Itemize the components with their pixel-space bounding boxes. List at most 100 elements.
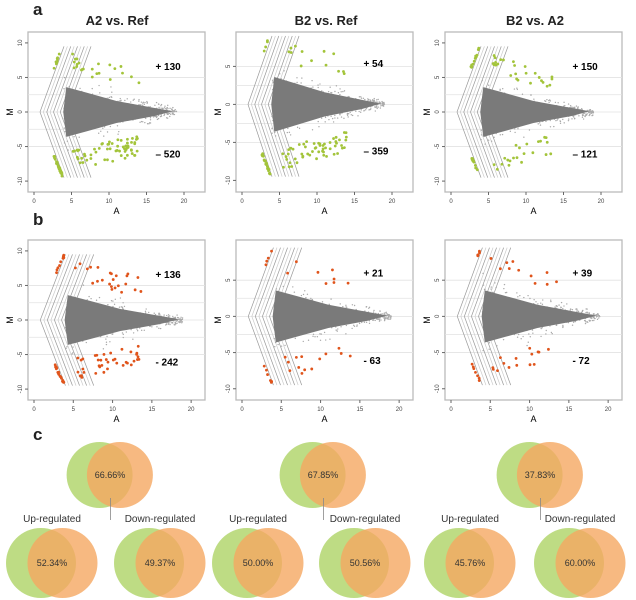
cloud-point — [311, 79, 313, 82]
down-regulated-point — [135, 149, 139, 153]
cloud-point — [172, 113, 174, 116]
up-regulated-point — [541, 80, 545, 84]
y-tick-label: -5 — [226, 349, 232, 355]
cloud-point — [331, 117, 334, 120]
venn-right-circle — [233, 528, 304, 598]
cloud-point — [387, 316, 390, 319]
cloud-point — [496, 345, 498, 347]
streak-line — [59, 111, 85, 178]
up-regulated-point — [507, 267, 511, 270]
down-regulated-point — [499, 356, 502, 360]
cloud-point — [365, 321, 368, 324]
cloud-point — [583, 319, 586, 322]
cloud-point — [574, 106, 576, 108]
venn-overlap-percent: 52.34% — [37, 558, 68, 568]
up-regulated-point — [121, 71, 124, 75]
cloud-point — [384, 318, 386, 320]
cloud-point — [368, 322, 371, 325]
cloud-point — [390, 316, 392, 319]
cloud-point — [390, 318, 392, 320]
down-regulated-point — [76, 356, 80, 360]
up-regulated-point — [294, 260, 298, 264]
down-regulated-point — [53, 157, 57, 161]
down-regulated-point — [125, 146, 129, 150]
cloud-point — [358, 96, 361, 98]
x-tick-label: 20 — [188, 407, 195, 413]
cloud-point — [164, 105, 166, 107]
cloud-point — [343, 90, 346, 92]
cloud-point — [377, 106, 379, 108]
cloud-point — [157, 114, 160, 117]
down-regulated-point — [507, 366, 511, 369]
down-regulated-point — [528, 363, 532, 367]
venn-down-regulated: 49.37% — [114, 528, 206, 598]
venn-right-circle — [516, 442, 583, 508]
cloud-point — [63, 142, 66, 144]
up-regulated-point — [310, 59, 313, 63]
y-tick-label: 10 — [435, 39, 441, 46]
cloud-point — [351, 114, 354, 117]
down-regulated-point — [94, 163, 97, 166]
cloud-point — [107, 97, 109, 99]
up-regulated-point — [545, 282, 549, 286]
cloud-point — [352, 324, 355, 326]
cloud-point — [385, 318, 387, 320]
up-regulated-point — [513, 64, 516, 67]
down-regulated-point — [129, 148, 133, 152]
up-regulated-point — [489, 257, 493, 260]
streak-line — [53, 46, 78, 113]
down-regulated-point — [82, 371, 86, 374]
cloud-point — [336, 117, 339, 119]
cloud-point — [541, 327, 543, 329]
venn-up-regulated: 45.76% — [424, 528, 516, 598]
up-regulated-point — [58, 264, 61, 267]
cloud-point — [363, 109, 365, 112]
streak-line — [467, 316, 494, 386]
down-count-label: – 520 — [155, 150, 180, 161]
streak-line — [57, 319, 84, 386]
down-regulated-point — [263, 159, 267, 163]
down-regulated-point — [549, 152, 553, 156]
cloud-point — [154, 313, 157, 316]
down-regulated-point — [81, 161, 85, 164]
cloud-point — [383, 102, 385, 105]
cloud-point — [523, 296, 525, 299]
down-regulated-point — [73, 149, 76, 153]
y-axis-label: M — [213, 316, 223, 324]
cloud-point — [165, 107, 167, 110]
cloud-point — [331, 92, 333, 94]
down-regulated-point — [544, 153, 548, 156]
down-regulated-point — [311, 150, 314, 153]
down-regulated-point — [528, 346, 532, 350]
cloud-point — [106, 131, 109, 133]
cloud-point — [387, 315, 390, 317]
down-regulated-point — [300, 152, 304, 156]
cloud-point — [307, 339, 310, 341]
arrow-connector — [323, 498, 324, 520]
down-regulated-point — [108, 147, 112, 151]
cloud-point — [581, 108, 583, 110]
cloud-point — [130, 101, 132, 103]
cloud-point — [591, 317, 593, 320]
down-regulated-point — [340, 144, 343, 147]
cloud-point — [345, 304, 347, 306]
streak-line — [265, 316, 292, 386]
cloud-point — [499, 88, 501, 91]
cloud-point — [537, 303, 539, 305]
down-regulated-point — [130, 141, 133, 144]
down-regulated-point — [471, 365, 475, 369]
down-regulated-point — [302, 142, 306, 146]
down-regulated-point — [532, 362, 536, 366]
cloud-point — [362, 97, 365, 100]
down-regulated-point — [58, 169, 62, 173]
y-tick-label: -10 — [226, 384, 232, 393]
down-regulated-point — [126, 137, 129, 141]
up-regulated-point — [511, 260, 515, 263]
cloud-point — [174, 108, 176, 111]
up-count-label: + 54 — [363, 59, 383, 70]
cloud-point — [132, 338, 134, 340]
streak-line — [56, 46, 82, 113]
down-regulated-point — [312, 142, 316, 145]
cloud-point — [311, 129, 314, 131]
streak-line — [464, 247, 490, 317]
